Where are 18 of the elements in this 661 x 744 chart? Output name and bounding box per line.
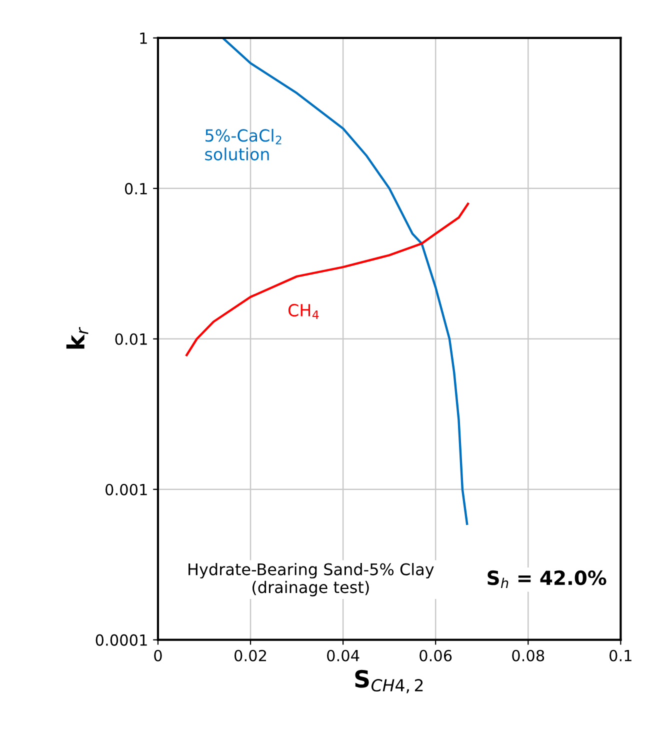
x-tick-label: 0.08	[512, 650, 544, 662]
series-label: CH$_{4}$	[288, 304, 319, 320]
x-tick-label: 0.06	[420, 650, 452, 662]
y-tick-label: 0.0001	[96, 634, 147, 646]
text: 5%-CaCl$_{2}$ solution	[205, 128, 282, 160]
y-tick-label: 1	[140, 32, 147, 44]
y-axis-title: k$_{r}$	[66, 327, 88, 349]
x-axis-title: S$_{CH4,2}$	[355, 670, 423, 694]
x-tick-label: 0.02	[234, 650, 266, 662]
line-series	[186, 202, 470, 356]
x-tick-label: 0.04	[327, 650, 360, 662]
annotation: S$_{h}$ = 42.0%	[488, 570, 606, 588]
y-tick-label: 0.1	[124, 182, 147, 194]
y-tick-label: 0.001	[106, 484, 147, 496]
x-tick-label: 0.1	[610, 650, 632, 662]
x-tick-label: 0	[154, 650, 162, 662]
y-tick-label: 0.01	[115, 333, 147, 345]
annotation: Hydrate-Bearing Sand-5% Clay (drainage test)	[188, 562, 434, 596]
